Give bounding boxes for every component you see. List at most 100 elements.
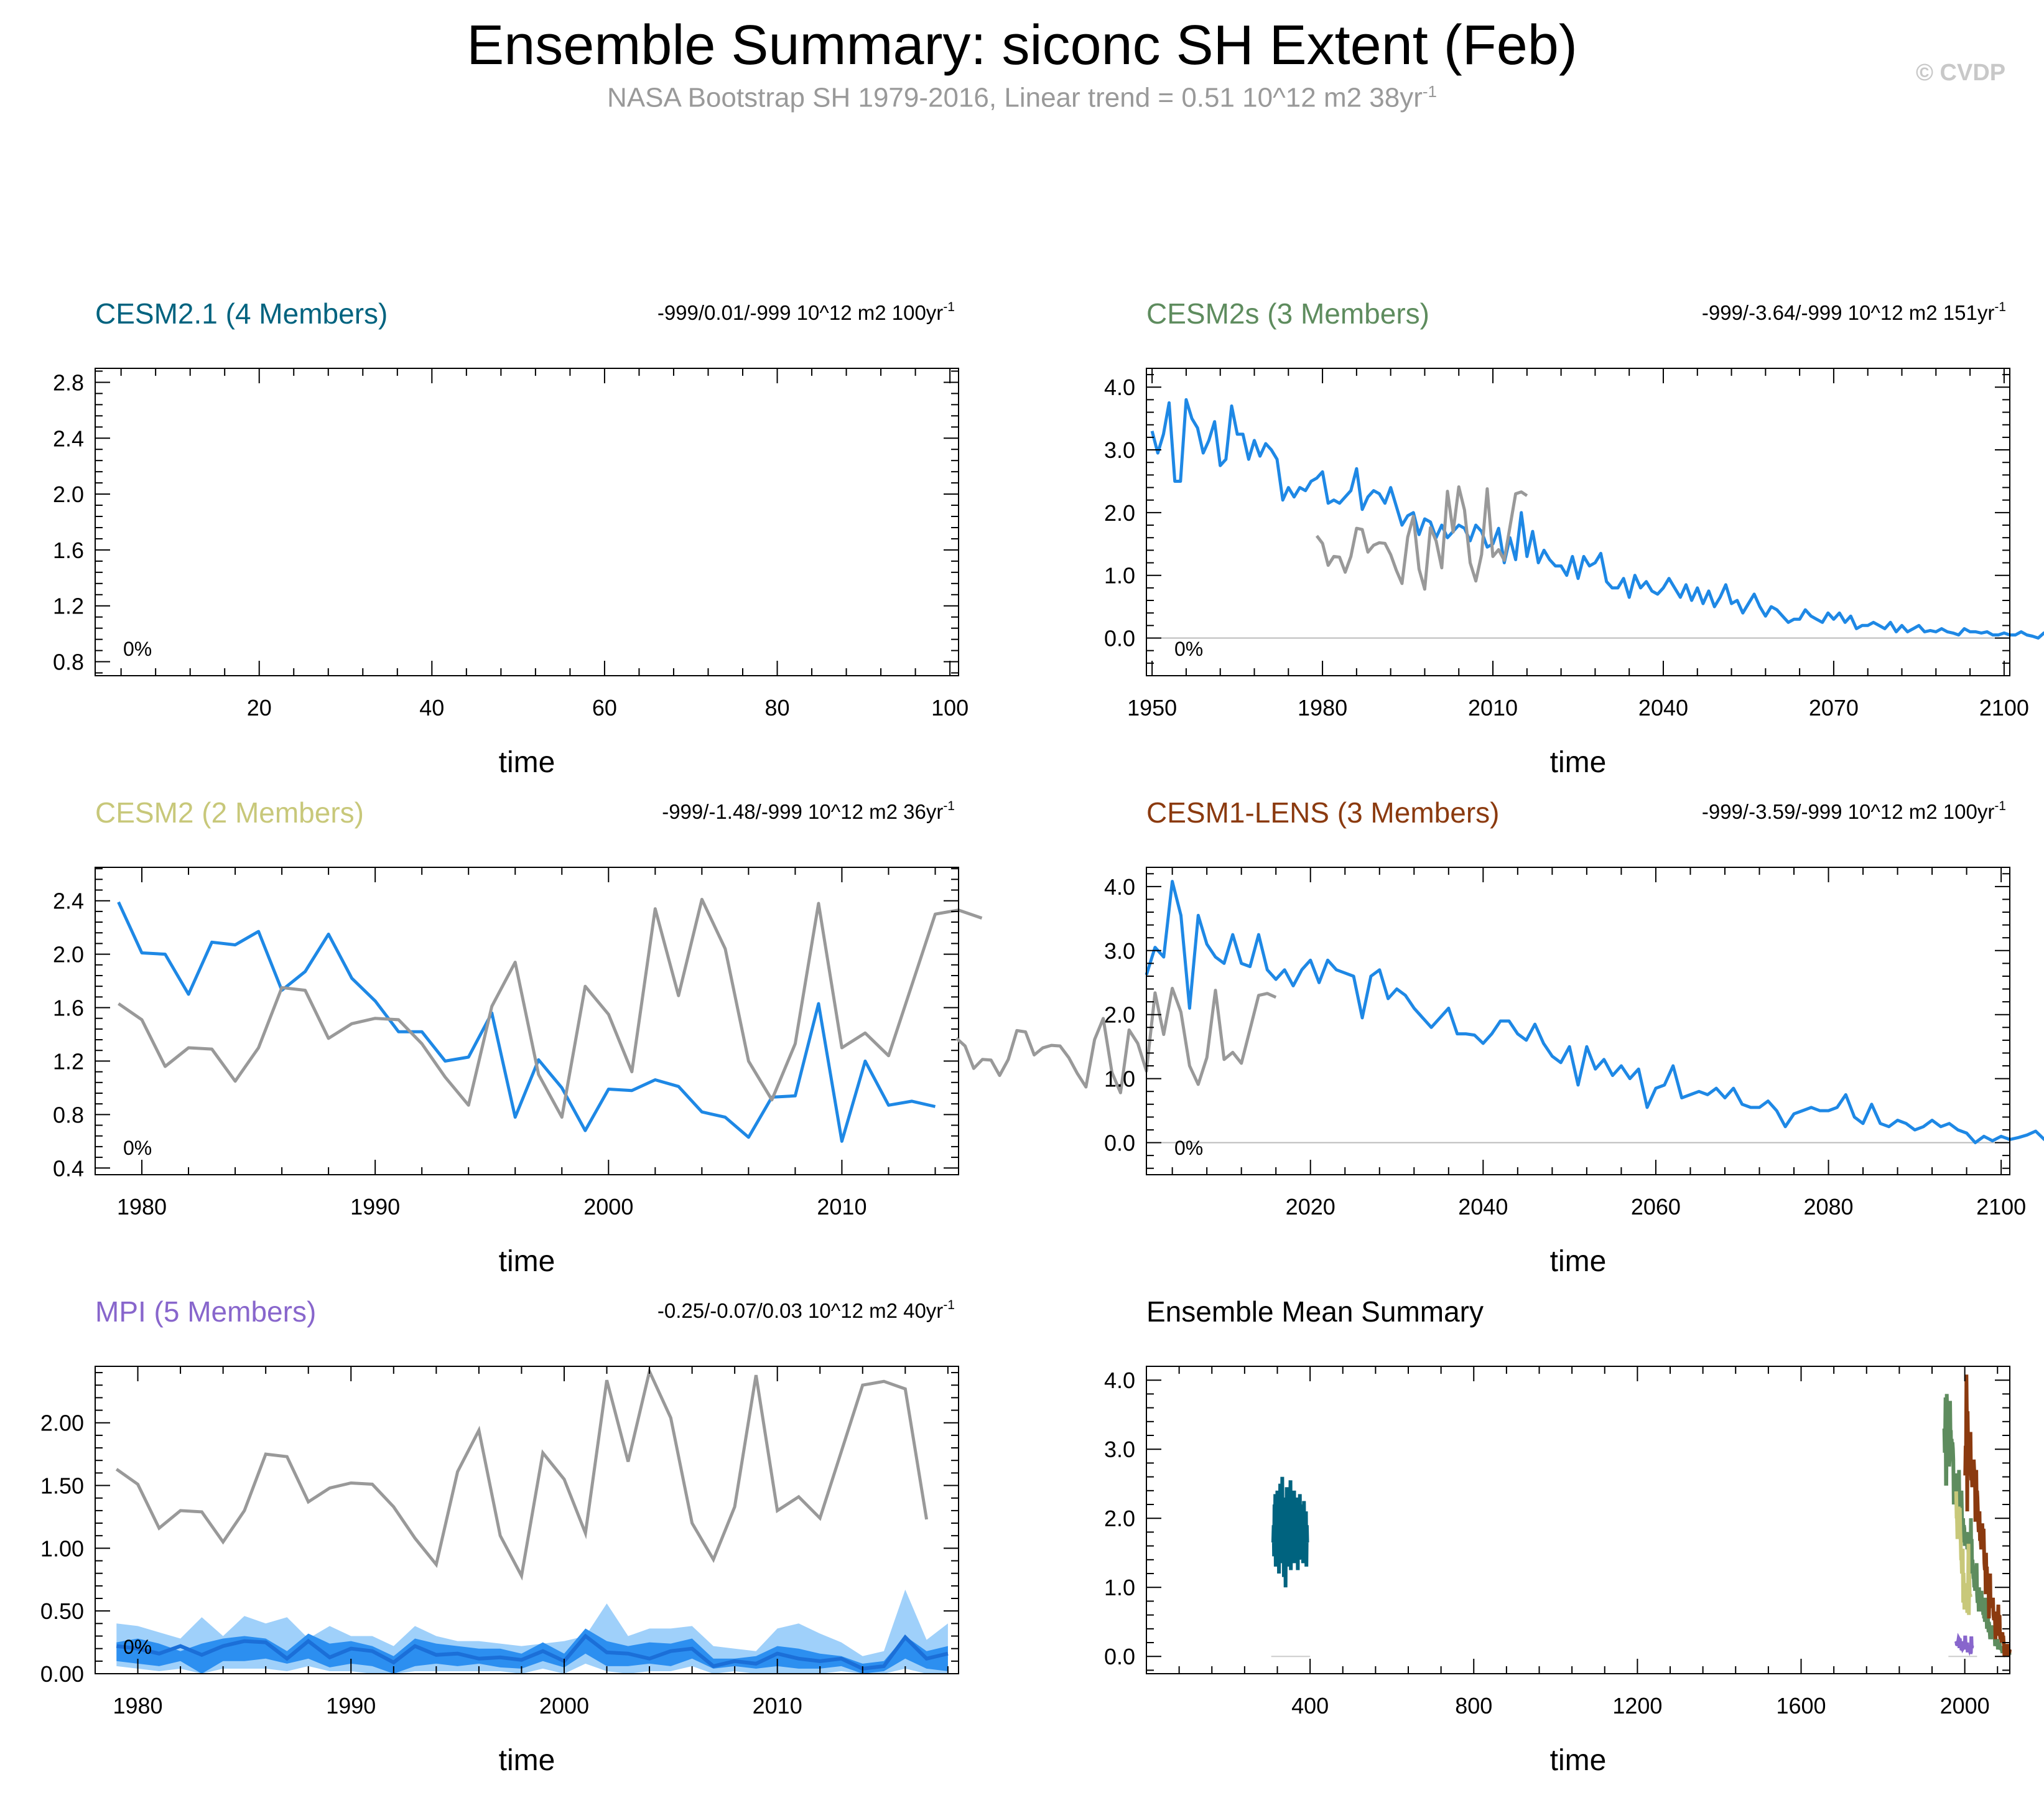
x-axis-label: time xyxy=(1550,746,1607,779)
y-tick-label: 0.0 xyxy=(1104,1131,1135,1156)
percent-label: 0% xyxy=(123,638,152,660)
series-line-mpi xyxy=(1954,1633,1974,1656)
y-tick-label: 2.0 xyxy=(1104,1506,1135,1531)
y-tick-label: 2.8 xyxy=(53,370,84,395)
percent-label: 0% xyxy=(1174,638,1203,660)
x-tick-label: 80 xyxy=(764,695,789,720)
plot-frame xyxy=(1146,867,2010,1175)
x-tick-label: 2010 xyxy=(817,1194,866,1219)
y-tick-label: 1.00 xyxy=(40,1536,84,1561)
y-tick-label: 0.00 xyxy=(40,1661,84,1687)
tick-marks xyxy=(1146,1366,2010,1674)
tick-marks xyxy=(1146,867,2010,1175)
x-tick-label: 20 xyxy=(247,695,272,720)
x-tick-label: 40 xyxy=(419,695,444,720)
x-tick-label: 2010 xyxy=(753,1693,802,1718)
x-tick-label: 2070 xyxy=(1809,695,1859,720)
y-tick-label: 2.0 xyxy=(53,942,84,968)
y-tick-label: 1.0 xyxy=(1104,563,1135,589)
model-line xyxy=(117,901,936,1143)
x-tick-label: 2000 xyxy=(583,1194,633,1219)
y-tick-label: 2.4 xyxy=(53,888,84,914)
x-axis-label: time xyxy=(499,746,555,779)
x-tick-label: 1950 xyxy=(1127,695,1177,720)
plot-area xyxy=(1271,1374,2012,1658)
series-line-cesm1-lens xyxy=(1963,1374,2012,1657)
y-tick-label: 1.2 xyxy=(53,594,84,619)
y-tick-label: 0.8 xyxy=(53,1102,84,1127)
plot-frame xyxy=(1146,1366,2010,1674)
observation-line xyxy=(118,898,983,1119)
y-tick-label: 1.0 xyxy=(1104,1066,1135,1092)
page-title: Ensemble Summary: siconc SH Extent (Feb) xyxy=(467,14,1577,77)
y-tick-label: 0.50 xyxy=(40,1598,84,1624)
x-tick-label: 1980 xyxy=(113,1693,162,1718)
panel-title: CESM2 (2 Members) xyxy=(95,796,364,829)
tick-marks xyxy=(95,1366,959,1674)
plot-area xyxy=(955,880,2044,1144)
y-tick-label: 0.4 xyxy=(53,1155,84,1181)
x-tick-label: 1990 xyxy=(326,1693,376,1718)
x-tick-label: 2100 xyxy=(1976,1194,2026,1219)
plot-frame xyxy=(95,368,959,676)
percent-label: 0% xyxy=(123,1636,152,1658)
y-tick-label: 0.0 xyxy=(1104,1644,1135,1669)
series-line-cesm2.1 xyxy=(1271,1476,1309,1588)
y-tick-label: 1.2 xyxy=(53,1048,84,1074)
y-tick-label: 0.8 xyxy=(53,650,84,675)
y-tick-label: 4.0 xyxy=(1104,375,1135,400)
x-tick-label: 1980 xyxy=(1298,695,1347,720)
trend-label: -999/-1.48/-999 10^12 m2 36yr-1 xyxy=(662,799,955,823)
x-tick-label: 2040 xyxy=(1458,1194,1508,1219)
plot-frame xyxy=(1146,368,2010,676)
page-subtitle: NASA Bootstrap SH 1979-2016, Linear tren… xyxy=(0,82,2044,114)
panel-4: CESM1-LENS (3 Members) -999/-3.59/-999 10… xyxy=(955,796,2044,1278)
x-tick-label: 1980 xyxy=(117,1194,167,1219)
observation-line xyxy=(955,987,1277,1094)
model-line xyxy=(1145,880,2044,1144)
x-axis-label: time xyxy=(499,1245,555,1278)
x-axis-label: time xyxy=(1550,1245,1607,1278)
y-tick-label: 2.0 xyxy=(53,482,84,507)
x-tick-label: 2010 xyxy=(1468,695,1518,720)
series-line-cesm2 xyxy=(1954,1491,1972,1615)
x-axis-label: time xyxy=(499,1744,555,1777)
panel-3: CESM2 (2 Members) -999/-1.48/-999 10^12 m… xyxy=(53,796,983,1278)
y-tick-label: 4.0 xyxy=(1104,1368,1135,1393)
subtitle-text: NASA Bootstrap SH 1979-2016, Linear tren… xyxy=(606,82,1423,113)
y-tick-label: 3.0 xyxy=(1104,437,1135,463)
panel-2: CESM2s (3 Members) -999/-3.64/-999 10^12 … xyxy=(1104,297,2044,779)
x-tick-label: 2000 xyxy=(1940,1693,1990,1718)
y-tick-label: 1.6 xyxy=(53,538,84,563)
plot-frame xyxy=(95,867,959,1175)
subtitle-exponent: -1 xyxy=(1422,82,1438,101)
x-tick-label: 2040 xyxy=(1638,695,1688,720)
x-tick-label: 1600 xyxy=(1776,1693,1826,1718)
observation-line xyxy=(115,1366,929,1581)
x-axis-label: time xyxy=(1550,1744,1607,1777)
panel-5: MPI (5 Members) -0.25/-0.07/0.03 10^12 m2… xyxy=(40,1295,959,1777)
y-tick-label: 1.0 xyxy=(1104,1575,1135,1600)
plot-area xyxy=(1146,398,2044,640)
percent-label: 0% xyxy=(1174,1137,1203,1159)
x-tick-label: 800 xyxy=(1455,1693,1492,1718)
x-tick-label: 400 xyxy=(1291,1693,1329,1718)
panel-title: Ensemble Mean Summary xyxy=(1146,1295,1484,1328)
x-tick-label: 2000 xyxy=(539,1693,589,1718)
plot-frame xyxy=(95,1366,959,1674)
plot-area xyxy=(115,1366,949,1674)
y-tick-label: 2.0 xyxy=(1104,1002,1135,1028)
cvdp-watermark: © CVDP xyxy=(1916,60,2006,86)
panel-title: CESM2.1 (4 Members) xyxy=(95,297,388,330)
ensemble-mean-line xyxy=(116,1633,949,1671)
trend-label: -0.25/-0.07/0.03 10^12 m2 40yr-1 xyxy=(657,1298,955,1322)
x-tick-label: 60 xyxy=(592,695,617,720)
tick-marks xyxy=(95,867,959,1175)
header: Ensemble Summary: siconc SH Extent (Feb)… xyxy=(0,0,2044,131)
y-tick-label: 2.0 xyxy=(1104,500,1135,526)
x-tick-label: 2060 xyxy=(1631,1194,1681,1219)
x-tick-label: 2020 xyxy=(1286,1194,1336,1219)
x-tick-label: 2100 xyxy=(1979,695,2029,720)
x-tick-label: 1990 xyxy=(350,1194,400,1219)
